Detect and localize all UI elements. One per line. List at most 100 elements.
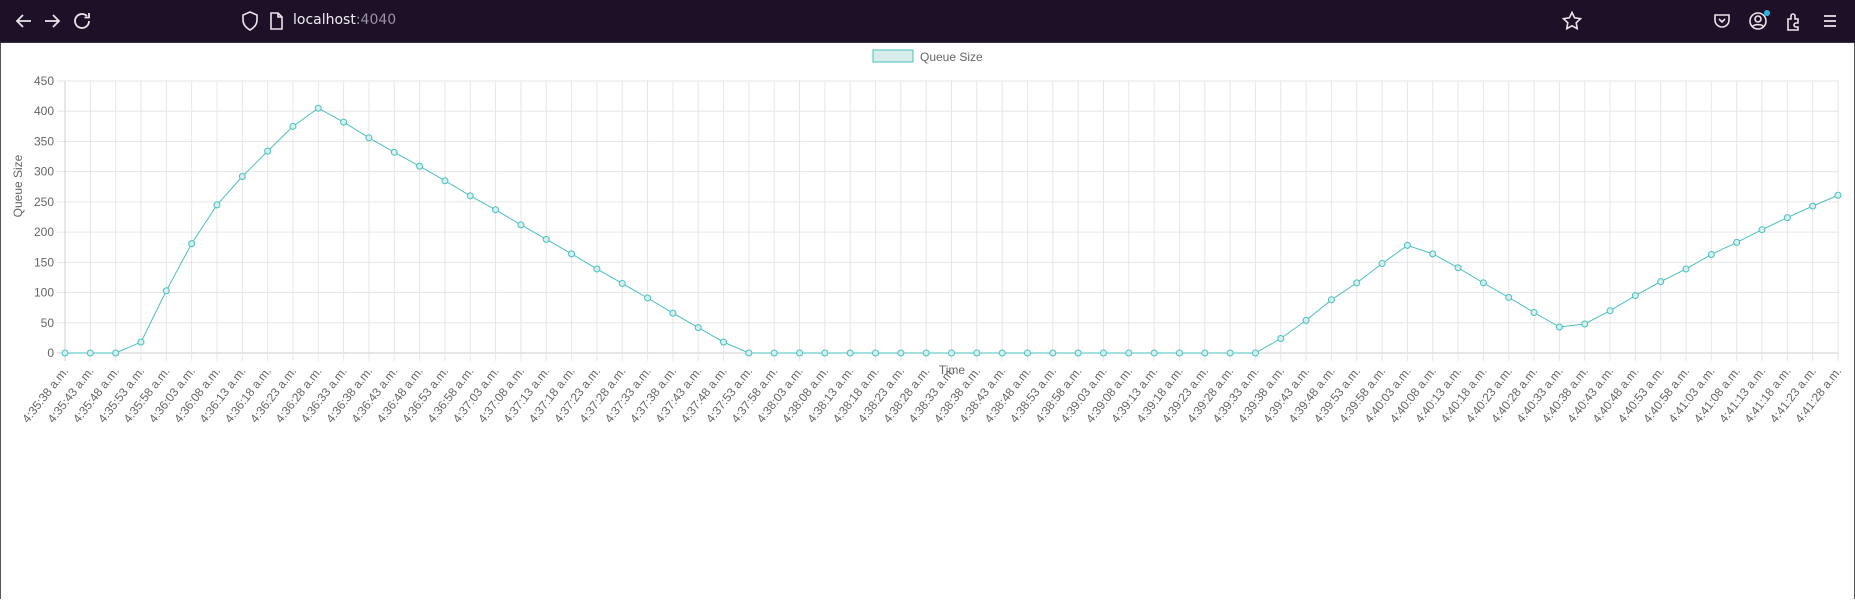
data-point — [821, 349, 829, 357]
y-tick-label: 50 — [41, 316, 55, 330]
y-axis-tick-labels: 0 50 100 150 200 250 300 350 400 450 — [34, 74, 54, 360]
series-points — [61, 104, 1842, 357]
y-axis-title: Queue Size — [11, 154, 25, 217]
data-point — [1125, 349, 1133, 357]
y-tick-label: 350 — [34, 134, 54, 148]
forward-arrow-icon[interactable] — [40, 9, 64, 33]
y-tick-label: 450 — [34, 74, 54, 88]
data-point — [669, 309, 677, 317]
data-point — [441, 177, 449, 185]
data-point — [340, 118, 348, 126]
data-point — [542, 235, 550, 243]
bookmark-star-icon[interactable] — [1560, 9, 1584, 33]
data-point — [492, 206, 500, 214]
data-point — [61, 349, 69, 357]
y-tick-label: 0 — [47, 346, 54, 360]
data-point — [314, 104, 322, 112]
data-point — [1277, 334, 1285, 342]
url-bar[interactable]: localhost:4040 — [230, 6, 1590, 36]
x-axis-tick-labels: 4:35:38 a.m.4:35:43 a.m.4:35:48 a.m.4:35… — [19, 364, 1844, 425]
y-tick-label: 200 — [34, 225, 54, 239]
data-point — [86, 349, 94, 357]
reload-icon[interactable] — [70, 9, 94, 33]
legend-color-box — [872, 49, 914, 63]
data-point — [998, 349, 1006, 357]
data-point — [1302, 316, 1310, 324]
data-point — [112, 349, 120, 357]
data-point — [1606, 307, 1614, 315]
data-point — [973, 349, 981, 357]
data-point — [745, 349, 753, 357]
data-point — [1403, 241, 1411, 249]
data-point — [137, 338, 145, 346]
data-point — [770, 349, 778, 357]
data-point — [1707, 250, 1715, 258]
data-point — [1378, 260, 1386, 268]
data-point — [1530, 309, 1538, 317]
data-point — [1226, 349, 1234, 357]
data-point — [162, 287, 170, 295]
data-point — [1429, 250, 1437, 258]
page-icon[interactable] — [264, 9, 288, 33]
data-point — [1682, 265, 1690, 273]
data-point — [796, 349, 804, 357]
browser-toolbar: localhost:4040 — [0, 0, 1855, 43]
page-content — [0, 43, 1855, 599]
data-point — [1353, 279, 1361, 287]
data-point — [568, 250, 576, 258]
data-point — [1251, 349, 1259, 357]
data-point — [897, 349, 905, 357]
data-point — [1834, 191, 1842, 199]
data-point — [1201, 349, 1209, 357]
data-point — [289, 122, 297, 130]
data-point — [390, 148, 398, 156]
data-point — [1581, 320, 1589, 328]
chart-grid — [57, 80, 1839, 361]
data-point — [922, 349, 930, 357]
data-point — [1758, 226, 1766, 234]
x-axis-title: Time — [939, 363, 966, 377]
data-point — [1505, 293, 1513, 301]
chart-legend: Queue Size — [872, 49, 983, 64]
y-tick-label: 150 — [34, 255, 54, 269]
data-point — [466, 192, 474, 200]
y-tick-label: 300 — [34, 165, 54, 179]
back-arrow-icon[interactable] — [12, 9, 36, 33]
url-host: localhost — [293, 12, 356, 28]
data-point — [1049, 349, 1057, 357]
data-point — [1631, 292, 1639, 300]
legend-label: Queue Size — [920, 50, 983, 64]
account-icon[interactable] — [1746, 9, 1770, 33]
data-point — [264, 147, 272, 155]
account-notification-dot — [1764, 10, 1770, 16]
data-point — [1327, 296, 1335, 304]
data-point — [1555, 323, 1563, 331]
data-point — [694, 324, 702, 332]
url-text[interactable]: localhost:4040 — [293, 12, 396, 28]
menu-icon[interactable] — [1818, 9, 1842, 33]
data-point — [188, 240, 196, 248]
extensions-icon[interactable] — [1782, 9, 1806, 33]
data-point — [846, 349, 854, 357]
data-point — [517, 221, 525, 229]
data-point — [593, 265, 601, 273]
data-point — [1657, 278, 1665, 286]
data-point — [1454, 264, 1462, 272]
data-point — [948, 349, 955, 357]
data-point — [1074, 349, 1082, 357]
data-point — [1175, 349, 1183, 357]
y-tick-label: 100 — [34, 286, 54, 300]
pocket-icon[interactable] — [1710, 9, 1734, 33]
data-point — [1783, 214, 1791, 222]
data-point — [213, 201, 221, 209]
data-point — [1150, 349, 1158, 357]
data-point — [1733, 238, 1741, 246]
data-point — [1023, 349, 1031, 357]
data-point — [618, 279, 626, 287]
shield-icon[interactable] — [238, 9, 262, 33]
data-point — [1099, 349, 1107, 357]
queue-size-chart: 0 50 100 150 200 250 300 350 400 450 4:35:38 a.m.… — [11, 49, 1844, 425]
url-port: :4040 — [355, 12, 397, 28]
y-tick-label: 400 — [34, 104, 54, 118]
data-point — [1479, 279, 1487, 287]
